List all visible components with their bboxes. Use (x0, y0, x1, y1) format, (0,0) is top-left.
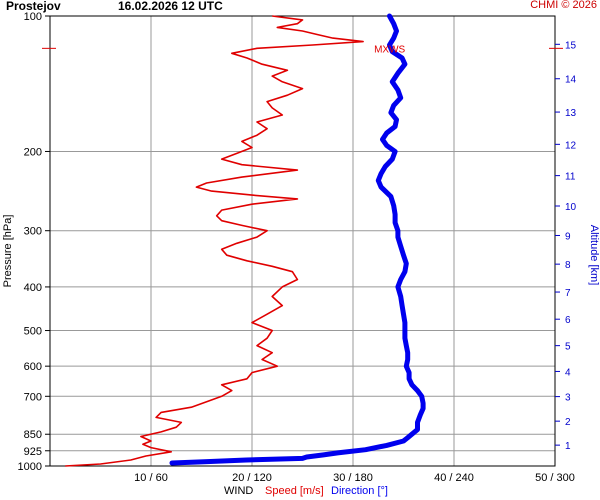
x-tick-label-20: 20 / 120 (232, 472, 272, 484)
alt-tick-label-9: 9 (565, 231, 571, 242)
alt-tick-label-15: 15 (565, 40, 577, 51)
series-layer (65, 13, 426, 467)
x-tick-label-50: 50 / 300 (535, 472, 575, 484)
station-name: Prostejov (6, 0, 61, 13)
grid-layer (50, 16, 556, 466)
alt-tick-label-10: 10 (565, 202, 577, 213)
alt-tick-label-13: 13 (565, 108, 577, 119)
credit-label: CHMI © 2026 (530, 0, 597, 11)
alt-tick-label-6: 6 (565, 315, 571, 326)
alt-tick-label-3: 3 (565, 393, 571, 404)
y-tick-label-1000: 1000 (18, 461, 42, 473)
plot-border (49, 15, 556, 467)
y-tick-label-850: 850 (24, 429, 42, 441)
speed-label: Speed [m/s] (265, 485, 324, 497)
direction-label: Direction [°] (331, 485, 388, 497)
alt-tick-label-12: 12 (565, 140, 577, 151)
x-tick-label-10: 10 / 60 (134, 472, 168, 484)
y-tick-label-700: 700 (24, 391, 42, 403)
alt-tick-label-5: 5 (565, 342, 571, 353)
y-tick-label-600: 600 (24, 361, 42, 373)
alt-tick-label-7: 7 (565, 288, 571, 299)
x-tick-label-30: 30 / 180 (333, 472, 373, 484)
alt-tick-label-1: 1 (565, 441, 571, 452)
annotation-mxws: MXWS (374, 44, 405, 55)
alt-tick-label-11: 11 (565, 172, 576, 183)
y-tick-label-925: 925 (24, 446, 42, 458)
wind-label: WIND (224, 485, 254, 497)
chart-datetime: 16.02.2026 12 UTC (118, 0, 223, 13)
series-speed-line (65, 15, 364, 467)
y2-axis-title: Altitude [km] (588, 225, 600, 286)
alt-tick-label-4: 4 (565, 367, 571, 378)
alt-tick-label-14: 14 (565, 75, 577, 86)
alt-tick-label-2: 2 (565, 417, 571, 428)
series-direction-line (169, 13, 426, 466)
y-axis-title: Pressure [hPa] (2, 215, 14, 288)
plot-frame (49, 15, 556, 467)
y-tick-label-400: 400 (24, 282, 42, 294)
y-tick-label-100: 100 (24, 11, 42, 23)
y-tick-label-500: 500 (24, 326, 42, 338)
y-tick-label-200: 200 (24, 146, 42, 158)
x-tick-label-40: 40 / 240 (434, 472, 474, 484)
alt-tick-label-8: 8 (565, 260, 571, 271)
y-tick-label-300: 300 (24, 226, 42, 238)
